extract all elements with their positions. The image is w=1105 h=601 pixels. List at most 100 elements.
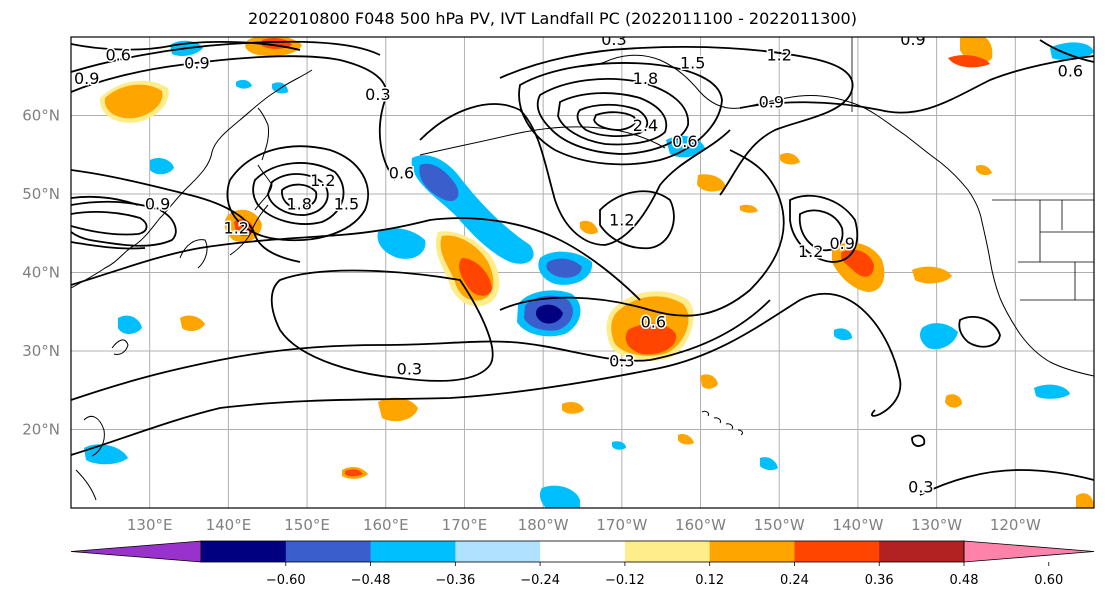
korea-coastline bbox=[179, 239, 208, 269]
negative-anomaly-region bbox=[517, 290, 581, 337]
positive-anomaly-region bbox=[948, 37, 993, 68]
pv-contour-0.6 bbox=[1039, 39, 1094, 63]
colorbar-tick-label: −0.12 bbox=[605, 573, 645, 588]
contour-label: 0.6 bbox=[389, 163, 414, 182]
longitude-tick-label: 140°W bbox=[832, 516, 883, 534]
contour-label: 0.9 bbox=[184, 53, 209, 72]
map-frame bbox=[70, 36, 1095, 509]
colorbar-tick-label: 0.60 bbox=[1034, 573, 1063, 588]
colorbar-segment bbox=[370, 541, 456, 562]
longitude-tick-label: 140°E bbox=[206, 516, 252, 534]
pv-contour-0.3 bbox=[911, 434, 926, 447]
north-america-coastline bbox=[939, 161, 1094, 377]
longitude-tick-label: 160°W bbox=[675, 516, 726, 534]
latitude-tick-label: 40°N bbox=[22, 264, 60, 282]
pv-contour-1.8 bbox=[267, 173, 329, 216]
colorbar-tick-label: −0.60 bbox=[266, 573, 306, 588]
pv-contour-0.9 bbox=[71, 169, 301, 263]
political-borders bbox=[851, 37, 1094, 301]
contour-label: 0.9 bbox=[145, 195, 170, 214]
pv-contour-0.3 bbox=[270, 269, 494, 382]
us-state-borders bbox=[1018, 200, 1094, 301]
colorbar-tick-label: 0.12 bbox=[695, 573, 724, 588]
sakhalin-coastline bbox=[257, 107, 269, 161]
latitude-tick-label: 20°N bbox=[22, 421, 60, 439]
positive-anomaly-region bbox=[99, 80, 169, 123]
contour-label: 0.3 bbox=[609, 352, 634, 371]
colorbar-segment bbox=[285, 541, 372, 562]
contour-labels: 0.6 0.9 0.9 0.9 0.3 0.6 1.2 1.8 1.5 1.2 0.3 1.8 1.5 1… bbox=[73, 30, 1085, 498]
negative-anomaly-region bbox=[411, 155, 534, 264]
contour-label: 1.8 bbox=[633, 69, 658, 88]
pv-contour-1.2 bbox=[789, 194, 859, 263]
contour-label: 1.5 bbox=[680, 53, 705, 72]
contour-label: 0.9 bbox=[759, 93, 784, 112]
latitude-tick-label: 30°N bbox=[22, 342, 60, 360]
hawaii-islands bbox=[701, 410, 743, 436]
pv-contour-0.6 bbox=[71, 55, 396, 181]
colorbar-segment bbox=[455, 541, 541, 562]
colorbar-segment bbox=[201, 541, 287, 562]
contour-label: 0.3 bbox=[601, 30, 626, 49]
pv-contour-2.1 bbox=[281, 183, 318, 209]
pv-contour-1.8 bbox=[536, 78, 689, 155]
colorbar: −0.60 −0.48 −0.36 −0.24 −0.12 0.12 0.24 0.36 0.4… bbox=[70, 540, 1095, 588]
pv-contour-0.3 bbox=[71, 299, 771, 401]
contour-label: 0.6 bbox=[672, 132, 697, 151]
pv-contour-2.4 bbox=[576, 103, 649, 137]
longitude-tick-label: 150°E bbox=[284, 516, 330, 534]
colorbar-segment bbox=[540, 541, 626, 562]
colorbar-frame bbox=[200, 540, 965, 563]
pv-contour-0.6 bbox=[499, 149, 785, 317]
colorbar-segment bbox=[794, 541, 880, 562]
contour-label: 1.8 bbox=[286, 195, 311, 214]
longitude-tick-label: 160°E bbox=[363, 516, 409, 534]
philippines-coastline bbox=[75, 415, 105, 501]
pv-contours bbox=[71, 39, 1094, 496]
longitude-tick-label: 180°W bbox=[518, 516, 569, 534]
colorbar-extend-low bbox=[70, 540, 202, 563]
pv-contour-0.6 bbox=[71, 217, 641, 301]
pv-contour-0.9 bbox=[71, 195, 146, 250]
colorbar-tick-label: −0.36 bbox=[435, 573, 475, 588]
contour-label: 0.9 bbox=[829, 234, 854, 253]
pv-contour-0.3 bbox=[71, 293, 902, 456]
positive-anomaly-region bbox=[180, 152, 1094, 508]
contour-label: 0.6 bbox=[105, 46, 130, 65]
contour-label: 2.4 bbox=[633, 116, 658, 135]
pv-contour-0.9 bbox=[739, 55, 1094, 114]
pv-contour-2.7 bbox=[593, 111, 637, 131]
longitude-tick-label: 150°W bbox=[754, 516, 805, 534]
positive-anomaly-region bbox=[606, 291, 694, 362]
pv-contour-1.2 bbox=[599, 190, 675, 250]
latitude-labels: 20°N 30°N 40°N 50°N 60°N bbox=[22, 107, 60, 439]
contour-label: 1.2 bbox=[224, 218, 249, 237]
contour-label: 0.3 bbox=[908, 477, 933, 496]
pv-contour-0.9 bbox=[419, 103, 731, 246]
pv-contour-2.1 bbox=[557, 92, 668, 146]
positive-anomaly-region bbox=[435, 231, 500, 307]
taiwan-coastline bbox=[111, 339, 129, 355]
contour-label: 1.2 bbox=[798, 242, 823, 261]
contour-label: 0.9 bbox=[900, 30, 925, 49]
pv-contour-1.2 bbox=[499, 46, 854, 196]
contour-label: 1.2 bbox=[310, 171, 335, 190]
contour-label: 0.6 bbox=[1058, 61, 1083, 80]
colorbar-tick-label: −0.48 bbox=[351, 573, 391, 588]
colorbar-tick-label: 0.36 bbox=[865, 573, 894, 588]
pv-contour-0.3 bbox=[958, 315, 1001, 348]
latitude-tick-label: 50°N bbox=[22, 185, 60, 203]
colorbar-extend-high bbox=[963, 540, 1095, 563]
pv-shading bbox=[84, 37, 1094, 508]
contour-label: 0.9 bbox=[74, 69, 99, 88]
colorbar-segment bbox=[709, 541, 795, 562]
colorbar-segment bbox=[624, 541, 711, 562]
contour-label: 1.2 bbox=[767, 46, 792, 65]
colorbar-tick-label: 0.48 bbox=[950, 573, 979, 588]
colorbar-tick-label: −0.24 bbox=[520, 573, 560, 588]
pv-contour-1.2 bbox=[71, 200, 177, 247]
longitude-tick-label: 130°W bbox=[911, 516, 962, 534]
pv-contour-1.5 bbox=[252, 162, 345, 225]
contour-label: 0.6 bbox=[641, 312, 666, 331]
